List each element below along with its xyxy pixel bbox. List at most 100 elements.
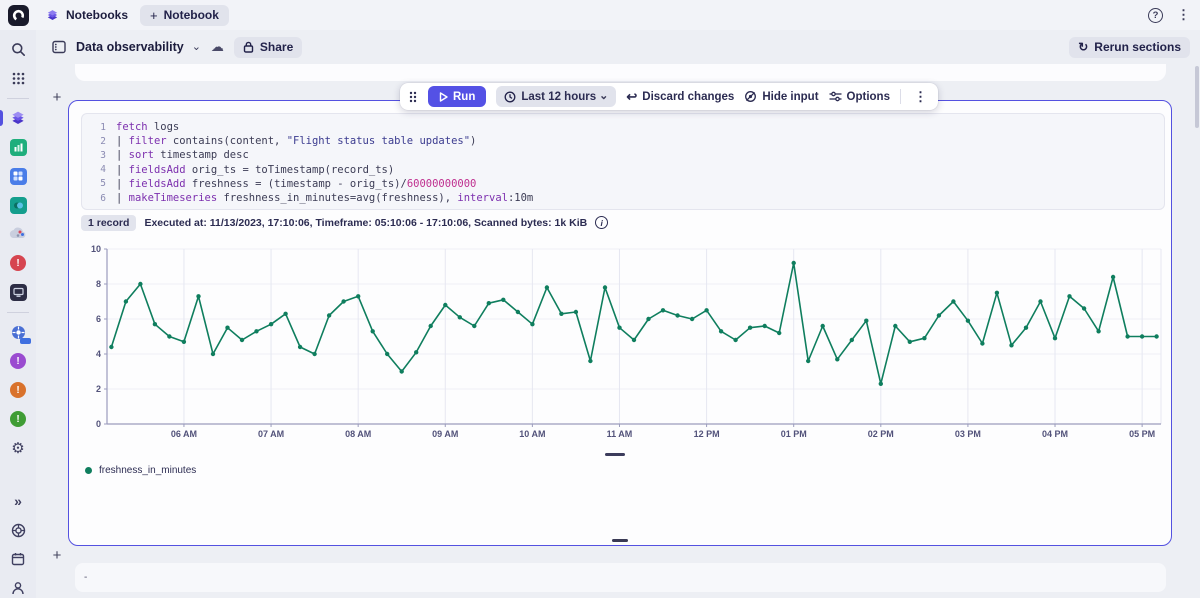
code-text: | sort timestamp desc [116,149,249,162]
svg-text:10: 10 [91,244,101,254]
svg-text:09 AM: 09 AM [432,429,458,439]
code-text: | fieldsAdd freshness = (timestamp - ori… [116,177,477,190]
rail-problem-green-icon[interactable]: ! [8,409,28,429]
account-icon[interactable] [8,578,28,598]
chevron-down-icon: ⌄ [599,90,609,103]
record-count-badge: 1 record [81,214,137,231]
notebook-title[interactable]: Data observability [76,40,184,54]
share-button[interactable]: Share [233,36,303,58]
whats-new-icon[interactable] [8,549,28,569]
rail-divider [7,98,29,99]
svg-text:12 PM: 12 PM [694,429,720,439]
dynatrace-logo-icon [12,9,25,21]
line-number: 3 [100,149,106,161]
line-number: 4 [100,164,106,176]
refresh-icon: ↻ [1078,40,1089,54]
rail-dashboards-icon[interactable] [8,137,28,157]
code-text: | fieldsAdd orig_ts = toTimestamp(record… [116,163,395,176]
svg-text:8: 8 [96,279,101,289]
rail-kubernetes-icon[interactable] [8,322,31,344]
rerun-sections-button[interactable]: ↻ Rerun sections [1069,36,1190,58]
section-menu-icon[interactable]: ⋮ [913,88,927,104]
section-resize-handle[interactable] [612,539,628,542]
clock-icon [504,91,516,102]
plus-icon: + [150,7,158,23]
help-icon[interactable]: ? [1148,7,1163,23]
rail-settings-icon[interactable]: ⚙ [11,440,25,457]
query-result-meta: 1 record Executed at: 11/13/2023, 17:10:… [81,214,609,231]
rerun-sections-label: Rerun sections [1094,40,1181,54]
code-text: fetch logs [116,121,180,134]
app-title-group[interactable]: Notebooks [45,8,128,23]
top-bar-menu-icon[interactable]: ⋮ [1177,7,1190,22]
rail-notebooks-icon[interactable] [0,108,28,128]
toolbar-divider [899,89,901,104]
code-line[interactable]: 1 fetch logs [82,120,1164,134]
rail-hosts-icon[interactable] [8,282,28,302]
svg-text:04 PM: 04 PM [1042,429,1068,439]
code-line[interactable]: 2 | filter contains(content, "Flight stat… [82,134,1164,148]
rail-services-icon[interactable] [8,195,28,215]
dynatrace-logo[interactable] [8,4,29,26]
svg-text:4: 4 [96,349,101,359]
rail-problems-icon[interactable]: ! [8,253,28,273]
dql-section[interactable]: 1 fetch logs 2 | filter contains(content, "… [68,100,1172,546]
add-section-button[interactable]: + [52,546,62,564]
support-icon[interactable] [8,520,28,540]
markdown-placeholder: - [84,572,88,583]
svg-text:03 PM: 03 PM [955,429,981,439]
line-number: 6 [100,192,106,204]
timeseries-chart[interactable]: 0 2 4 6 8 10 06 AM 07 AM 08 AM 09 AM 10 AM 11 AM 12 … [77,237,1169,443]
notebook-toolbar: Data observability ⌄ ☁ Share ↻ Rerun sec… [36,30,1200,64]
rail-selected-indicator [0,110,3,126]
svg-text:06 AM: 06 AM [171,429,197,439]
previous-section[interactable] [75,64,1166,81]
notebook-tab-label: Notebook [163,8,219,22]
timeframe-selector[interactable]: Last 12 hours ⌄ [496,86,617,107]
rail-problem-orange-icon[interactable]: ! [8,380,28,400]
vertical-scrollbar[interactable] [1195,66,1199,128]
sync-status-icon: ☁ [210,39,224,54]
rail-problem-purple-icon[interactable]: ! [8,351,28,371]
code-line[interactable]: 5 | fieldsAdd freshness = (timestamp - or… [82,177,1164,191]
discard-changes-button[interactable]: ↩ Discard changes [626,89,734,105]
hide-input-button[interactable]: Hide input [744,90,819,103]
apps-grid-icon[interactable] [8,68,28,88]
notebook-canvas: + Run Last 12 hours ⌄ ↩ Discard changes … [36,64,1200,598]
add-section-button[interactable]: + [52,88,62,106]
code-text: | filter contains(content, "Flight statu… [116,135,477,148]
drag-handle-icon[interactable] [408,90,418,104]
discard-changes-label: Discard changes [642,90,735,103]
rail-cloud-services-icon[interactable] [8,224,28,244]
code-text: | makeTimeseries freshness_in_minutes=av… [116,192,534,205]
markdown-section[interactable]: - [75,563,1166,592]
timeframe-label: Last 12 hours [521,90,597,103]
share-button-label: Share [259,40,294,54]
svg-text:05 PM: 05 PM [1129,429,1155,439]
chart-legend-item[interactable]: freshness_in_minutes [85,465,196,476]
expand-rail-icon[interactable]: » [14,493,22,509]
dql-query-editor[interactable]: 1 fetch logs 2 | filter contains(content, "… [81,113,1165,210]
options-button[interactable]: Options [829,91,890,103]
svg-text:6: 6 [96,314,101,324]
code-line[interactable]: 6 | makeTimeseries freshness_in_minutes=a… [82,191,1164,205]
svg-text:0: 0 [96,419,101,429]
code-line[interactable]: 4 | fieldsAdd orig_ts = toTimestamp(recor… [82,163,1164,177]
code-line[interactable]: 3 | sort timestamp desc [82,148,1164,162]
sidebar-toggle-icon[interactable] [52,40,66,54]
legend-series-dot [85,467,92,474]
top-bar: Notebooks + Notebook ? ⋮ [0,0,1200,30]
svg-text:02 PM: 02 PM [868,429,894,439]
notebook-tab[interactable]: + Notebook [140,4,229,26]
rail-clouds-app-icon[interactable] [8,166,28,186]
svg-text:07 AM: 07 AM [258,429,284,439]
chevron-down-icon[interactable]: ⌄ [191,40,201,53]
line-number: 2 [100,135,106,147]
search-icon[interactable] [8,39,28,59]
run-button[interactable]: Run [428,86,487,107]
svg-text:01 PM: 01 PM [781,429,807,439]
chart-x-scrollbar[interactable] [605,453,625,456]
section-toolbar: Run Last 12 hours ⌄ ↩ Discard changes Hi… [400,83,938,110]
info-icon[interactable]: i [595,216,609,229]
svg-text:2: 2 [96,384,101,394]
